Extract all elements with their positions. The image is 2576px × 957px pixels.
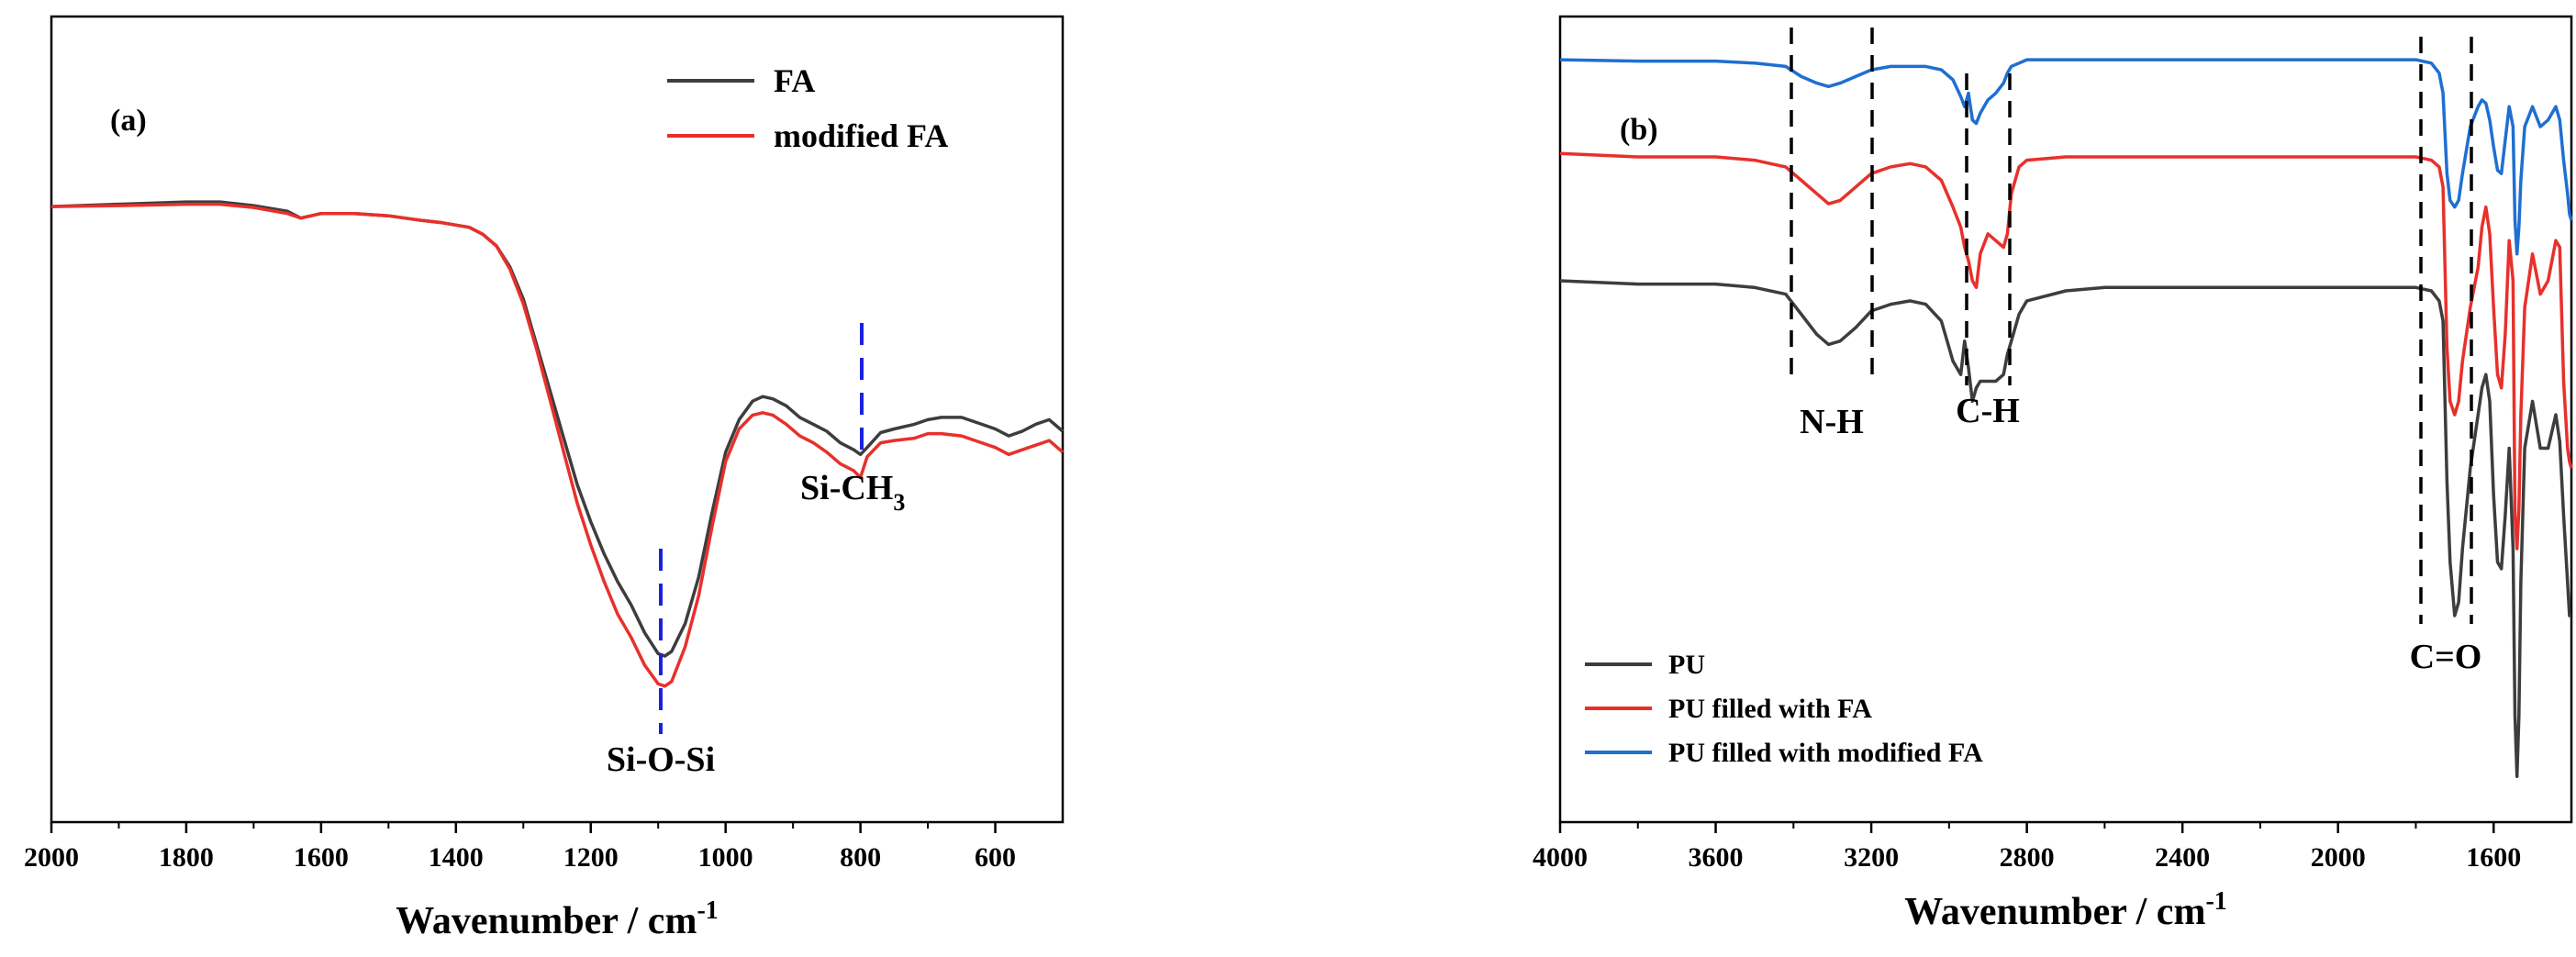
x-tick-label: 1800 xyxy=(159,842,214,873)
x-tick-label: 1200 xyxy=(563,842,619,873)
c-h-annotation: C-H xyxy=(1956,392,2020,430)
panel-a-legend: FA modified FA xyxy=(667,62,948,154)
si-ch3-annotation: Si-CH3 xyxy=(800,469,905,516)
panel-a-label: (a) xyxy=(110,104,147,138)
panel-a: 2000 1800 1600 1400 1200 1000 800 600 (a) Si-O-… xyxy=(24,15,1065,942)
panel-b-x-axis-label: Wavenumber / cm-1 xyxy=(1904,887,2227,933)
x-tick-label: 3600 xyxy=(1689,842,1744,873)
panel-b-series xyxy=(1559,58,2573,778)
legend-label-pu-modified-fa: PU filled with modified FA xyxy=(1668,738,1983,768)
series-line-pu-filled-with-modified-fa xyxy=(1559,58,2573,256)
panel-a-series xyxy=(50,200,1065,688)
panel-a-x-ticks: 2000 1800 1600 1400 1200 1000 800 600 xyxy=(24,822,1016,873)
x-tick-label: 1600 xyxy=(294,842,349,873)
x-tick-label: 3200 xyxy=(1844,842,1899,873)
legend-label-pu-fa: PU filled with FA xyxy=(1668,694,1872,724)
panel-b: 4000 3600 3200 2800 2400 2000 1600 (b) N-H C-H… xyxy=(1533,15,2573,933)
panel-b-frame xyxy=(1558,15,2573,824)
x-tick-label: 4000 xyxy=(1533,842,1588,873)
panel-a-x-axis-label: Wavenumber / cm-1 xyxy=(396,896,719,942)
series-line-modified-fa xyxy=(50,202,1065,688)
x-tick-label: 1600 xyxy=(2466,842,2521,873)
x-tick-label: 2800 xyxy=(2000,842,2055,873)
x-tick-label: 800 xyxy=(840,842,881,873)
series-line-pu-filled-with-fa xyxy=(1559,151,2573,551)
x-tick-label: 1000 xyxy=(698,842,753,873)
x-tick-label: 2000 xyxy=(2311,842,2366,873)
n-h-annotation: N-H xyxy=(1800,403,1864,441)
x-tick-label: 1400 xyxy=(429,842,484,873)
x-tick-label: 2400 xyxy=(2155,842,2210,873)
panel-b-x-ticks: 4000 3600 3200 2800 2400 2000 1600 xyxy=(1533,822,2521,873)
panel-b-label: (b) xyxy=(1620,113,1658,147)
x-tick-label: 600 xyxy=(975,842,1016,873)
x-tick-label: 2000 xyxy=(24,842,79,873)
legend-label-fa: FA xyxy=(774,62,815,99)
legend-label-modified-fa: modified FA xyxy=(774,117,948,154)
si-o-si-annotation: Si-O-Si xyxy=(607,740,715,779)
legend-label-pu: PU xyxy=(1668,650,1705,680)
panel-b-legend: PU PU filled with FA PU filled with modi… xyxy=(1585,650,1983,768)
c-o-annotation: C=O xyxy=(2410,638,2482,676)
panel-a-frame xyxy=(50,15,1065,824)
series-line-pu xyxy=(1559,279,2571,778)
